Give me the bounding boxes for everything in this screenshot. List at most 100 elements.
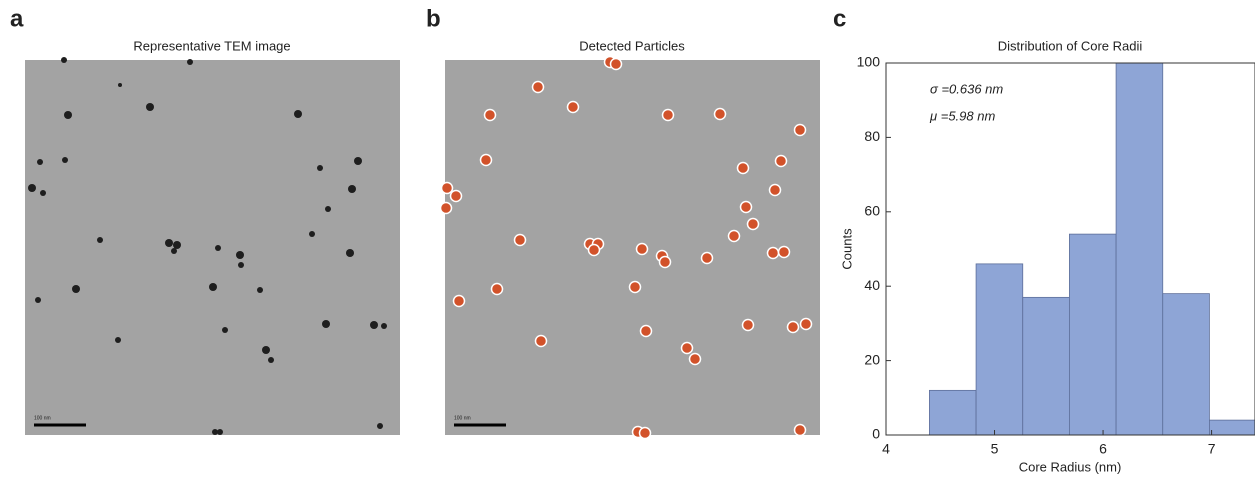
particle: [238, 262, 244, 268]
scale-bar-label: 100 nm: [454, 415, 471, 421]
detected-particle: [479, 153, 493, 167]
y-tick-label: 40: [864, 277, 880, 293]
detected-particle: [768, 183, 782, 197]
panel-letter: c: [833, 5, 846, 32]
particle: [115, 337, 121, 343]
particle: [377, 423, 383, 429]
detected-particle: [786, 320, 800, 334]
detected-particle: [736, 161, 750, 175]
x-tick-label: 4: [882, 441, 890, 457]
particle: [118, 83, 122, 87]
particles: [28, 57, 387, 435]
detected-particle: [680, 341, 694, 355]
detected-particle: [799, 317, 813, 331]
detected-particle: [739, 200, 753, 214]
detected-particle: [774, 154, 788, 168]
particle: [187, 59, 193, 65]
plot-frame: [885, 62, 1255, 436]
particle: [236, 251, 244, 259]
y-tick-label: 80: [864, 128, 880, 144]
particle: [222, 327, 228, 333]
particle: [346, 249, 354, 257]
y-tick-label: 100: [857, 54, 881, 70]
particle: [37, 159, 43, 165]
detected-particle: [661, 108, 675, 122]
annotation: σ =0.636 nm: [930, 81, 1003, 96]
detected-particle: [566, 100, 580, 114]
detected-particle: [688, 352, 702, 366]
particle: [322, 320, 330, 328]
particle: [294, 110, 302, 118]
particle: [61, 57, 67, 63]
panel-letter: b: [426, 5, 441, 32]
particle: [209, 283, 217, 291]
particle: [325, 206, 331, 212]
detected-particle: [727, 229, 741, 243]
x-tick-label: 5: [991, 441, 999, 457]
detected-particle: [793, 123, 807, 137]
detected-particle: [635, 242, 649, 256]
detected-particle: [439, 201, 453, 215]
detected-particle: [658, 255, 672, 269]
detected-particle: [531, 80, 545, 94]
bar: [929, 389, 977, 436]
detected-particle: [440, 181, 454, 195]
particle: [262, 346, 270, 354]
particle: [97, 237, 103, 243]
panel-title: Representative TEM image: [133, 38, 290, 53]
y-tick-label: 20: [864, 351, 880, 367]
detected-particle: [713, 107, 727, 121]
detected-particle: [609, 57, 623, 71]
particle: [268, 357, 274, 363]
particle: [309, 231, 315, 237]
x-tick-label: 6: [1099, 441, 1107, 457]
detected-particles: [439, 55, 813, 440]
particle: [64, 111, 72, 119]
detected-particle: [513, 233, 527, 247]
detected-particle: [741, 318, 755, 332]
detected-particle: [777, 245, 791, 259]
detected-particle: [452, 294, 466, 308]
particle: [173, 241, 181, 249]
particle: [370, 321, 378, 329]
detected-particle: [449, 189, 463, 203]
detected-particle: [700, 251, 714, 265]
panel-title: Detected Particles: [579, 38, 685, 53]
particle: [35, 297, 41, 303]
tem-image: [25, 60, 400, 435]
y-tick-label: 60: [864, 203, 880, 219]
bar: [1069, 233, 1117, 436]
scale-bar-label: 100 nm: [34, 415, 51, 421]
particle: [62, 157, 68, 163]
bar: [1209, 419, 1255, 436]
detected-particle: [638, 426, 652, 440]
annotation: μ =5.98 nm: [929, 108, 995, 123]
particle: [381, 323, 387, 329]
x-axis-title: Core Radius (nm): [1019, 459, 1122, 474]
particle: [72, 285, 80, 293]
chart-title: Distribution of Core Radii: [998, 38, 1143, 53]
y-axis-title: Counts: [839, 228, 854, 270]
bar: [1162, 293, 1210, 436]
bar: [1022, 296, 1070, 436]
particle: [217, 429, 223, 435]
y-tick-label: 0: [872, 426, 880, 442]
detected-particle: [766, 246, 780, 260]
particle: [146, 103, 154, 111]
tem-image: [445, 60, 820, 435]
x-tick-label: 7: [1208, 441, 1216, 457]
detected-particle: [746, 217, 760, 231]
panel-letter: a: [10, 5, 24, 32]
particle: [165, 239, 173, 247]
particle: [257, 287, 263, 293]
particle: [215, 245, 221, 251]
detected-particle: [490, 282, 504, 296]
bar: [1115, 62, 1164, 436]
detected-particle: [534, 334, 548, 348]
particle: [40, 190, 46, 196]
detected-particle: [587, 243, 601, 257]
bar: [975, 263, 1024, 436]
particle: [212, 429, 218, 435]
particle: [348, 185, 356, 193]
